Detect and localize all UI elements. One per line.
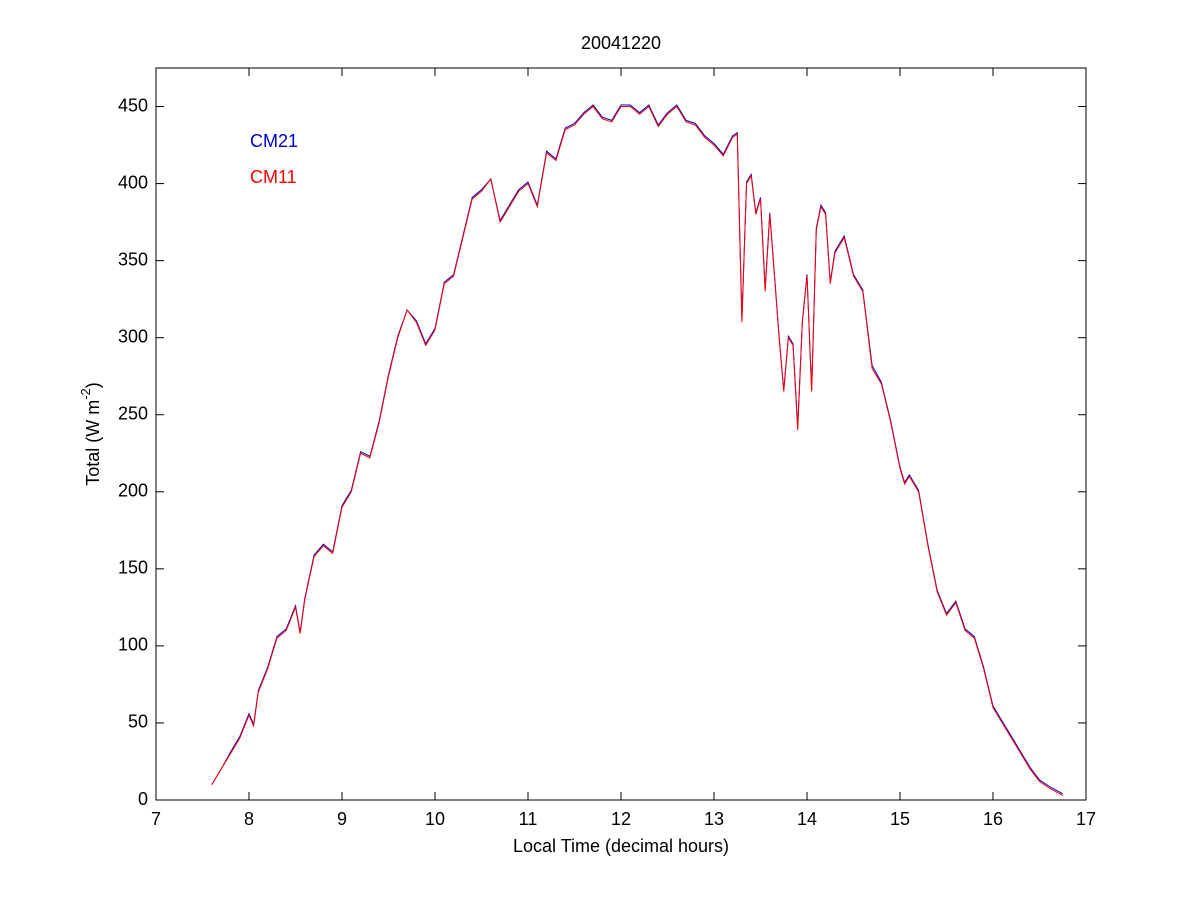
series-line — [211, 105, 1063, 796]
x-tick-label: 10 — [425, 809, 445, 829]
x-tick-label: 17 — [1076, 809, 1096, 829]
x-axis-label: Local Time (decimal hours) — [513, 836, 729, 856]
y-tick-label: 400 — [118, 172, 148, 192]
y-tick-label: 350 — [118, 249, 148, 269]
chart-title: 20041220 — [581, 33, 661, 53]
y-label-superscript: -2 — [78, 388, 93, 400]
legend-label: CM21 — [250, 131, 298, 151]
x-tick-label: 7 — [151, 809, 161, 829]
y-tick-label: 0 — [138, 789, 148, 809]
x-tick-label: 11 — [519, 809, 538, 829]
y-axis-label: Total (W m-2) — [78, 382, 102, 486]
y-tick-label: 450 — [118, 95, 148, 115]
legend-label: CM11 — [250, 167, 297, 187]
x-tick-label: 16 — [983, 809, 1003, 829]
y-tick-label: 150 — [118, 558, 148, 578]
x-tick-label: 15 — [890, 809, 910, 829]
x-tick-label: 8 — [244, 809, 254, 829]
y-tick-label: 100 — [118, 635, 148, 655]
y-tick-label: 300 — [118, 326, 148, 346]
x-tick-label: 12 — [611, 809, 631, 829]
x-tick-label: 13 — [704, 809, 724, 829]
x-tick-label: 9 — [337, 809, 347, 829]
y-tick-label: 50 — [128, 712, 148, 732]
x-tick-label: 14 — [797, 809, 817, 829]
y-label-suffix: ) — [83, 382, 103, 388]
y-label-text: Total (W m — [83, 400, 103, 486]
y-tick-label: 250 — [118, 403, 148, 423]
y-tick-label: 200 — [118, 481, 148, 501]
